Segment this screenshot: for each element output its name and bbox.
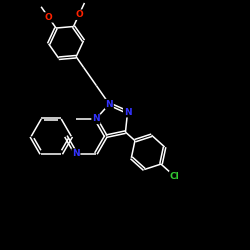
Text: N: N — [124, 108, 131, 117]
Text: O: O — [45, 13, 52, 22]
Text: N: N — [92, 114, 100, 124]
Text: Cl: Cl — [170, 172, 179, 181]
Text: N: N — [106, 100, 113, 108]
Text: N: N — [72, 149, 80, 158]
Text: O: O — [75, 10, 83, 19]
